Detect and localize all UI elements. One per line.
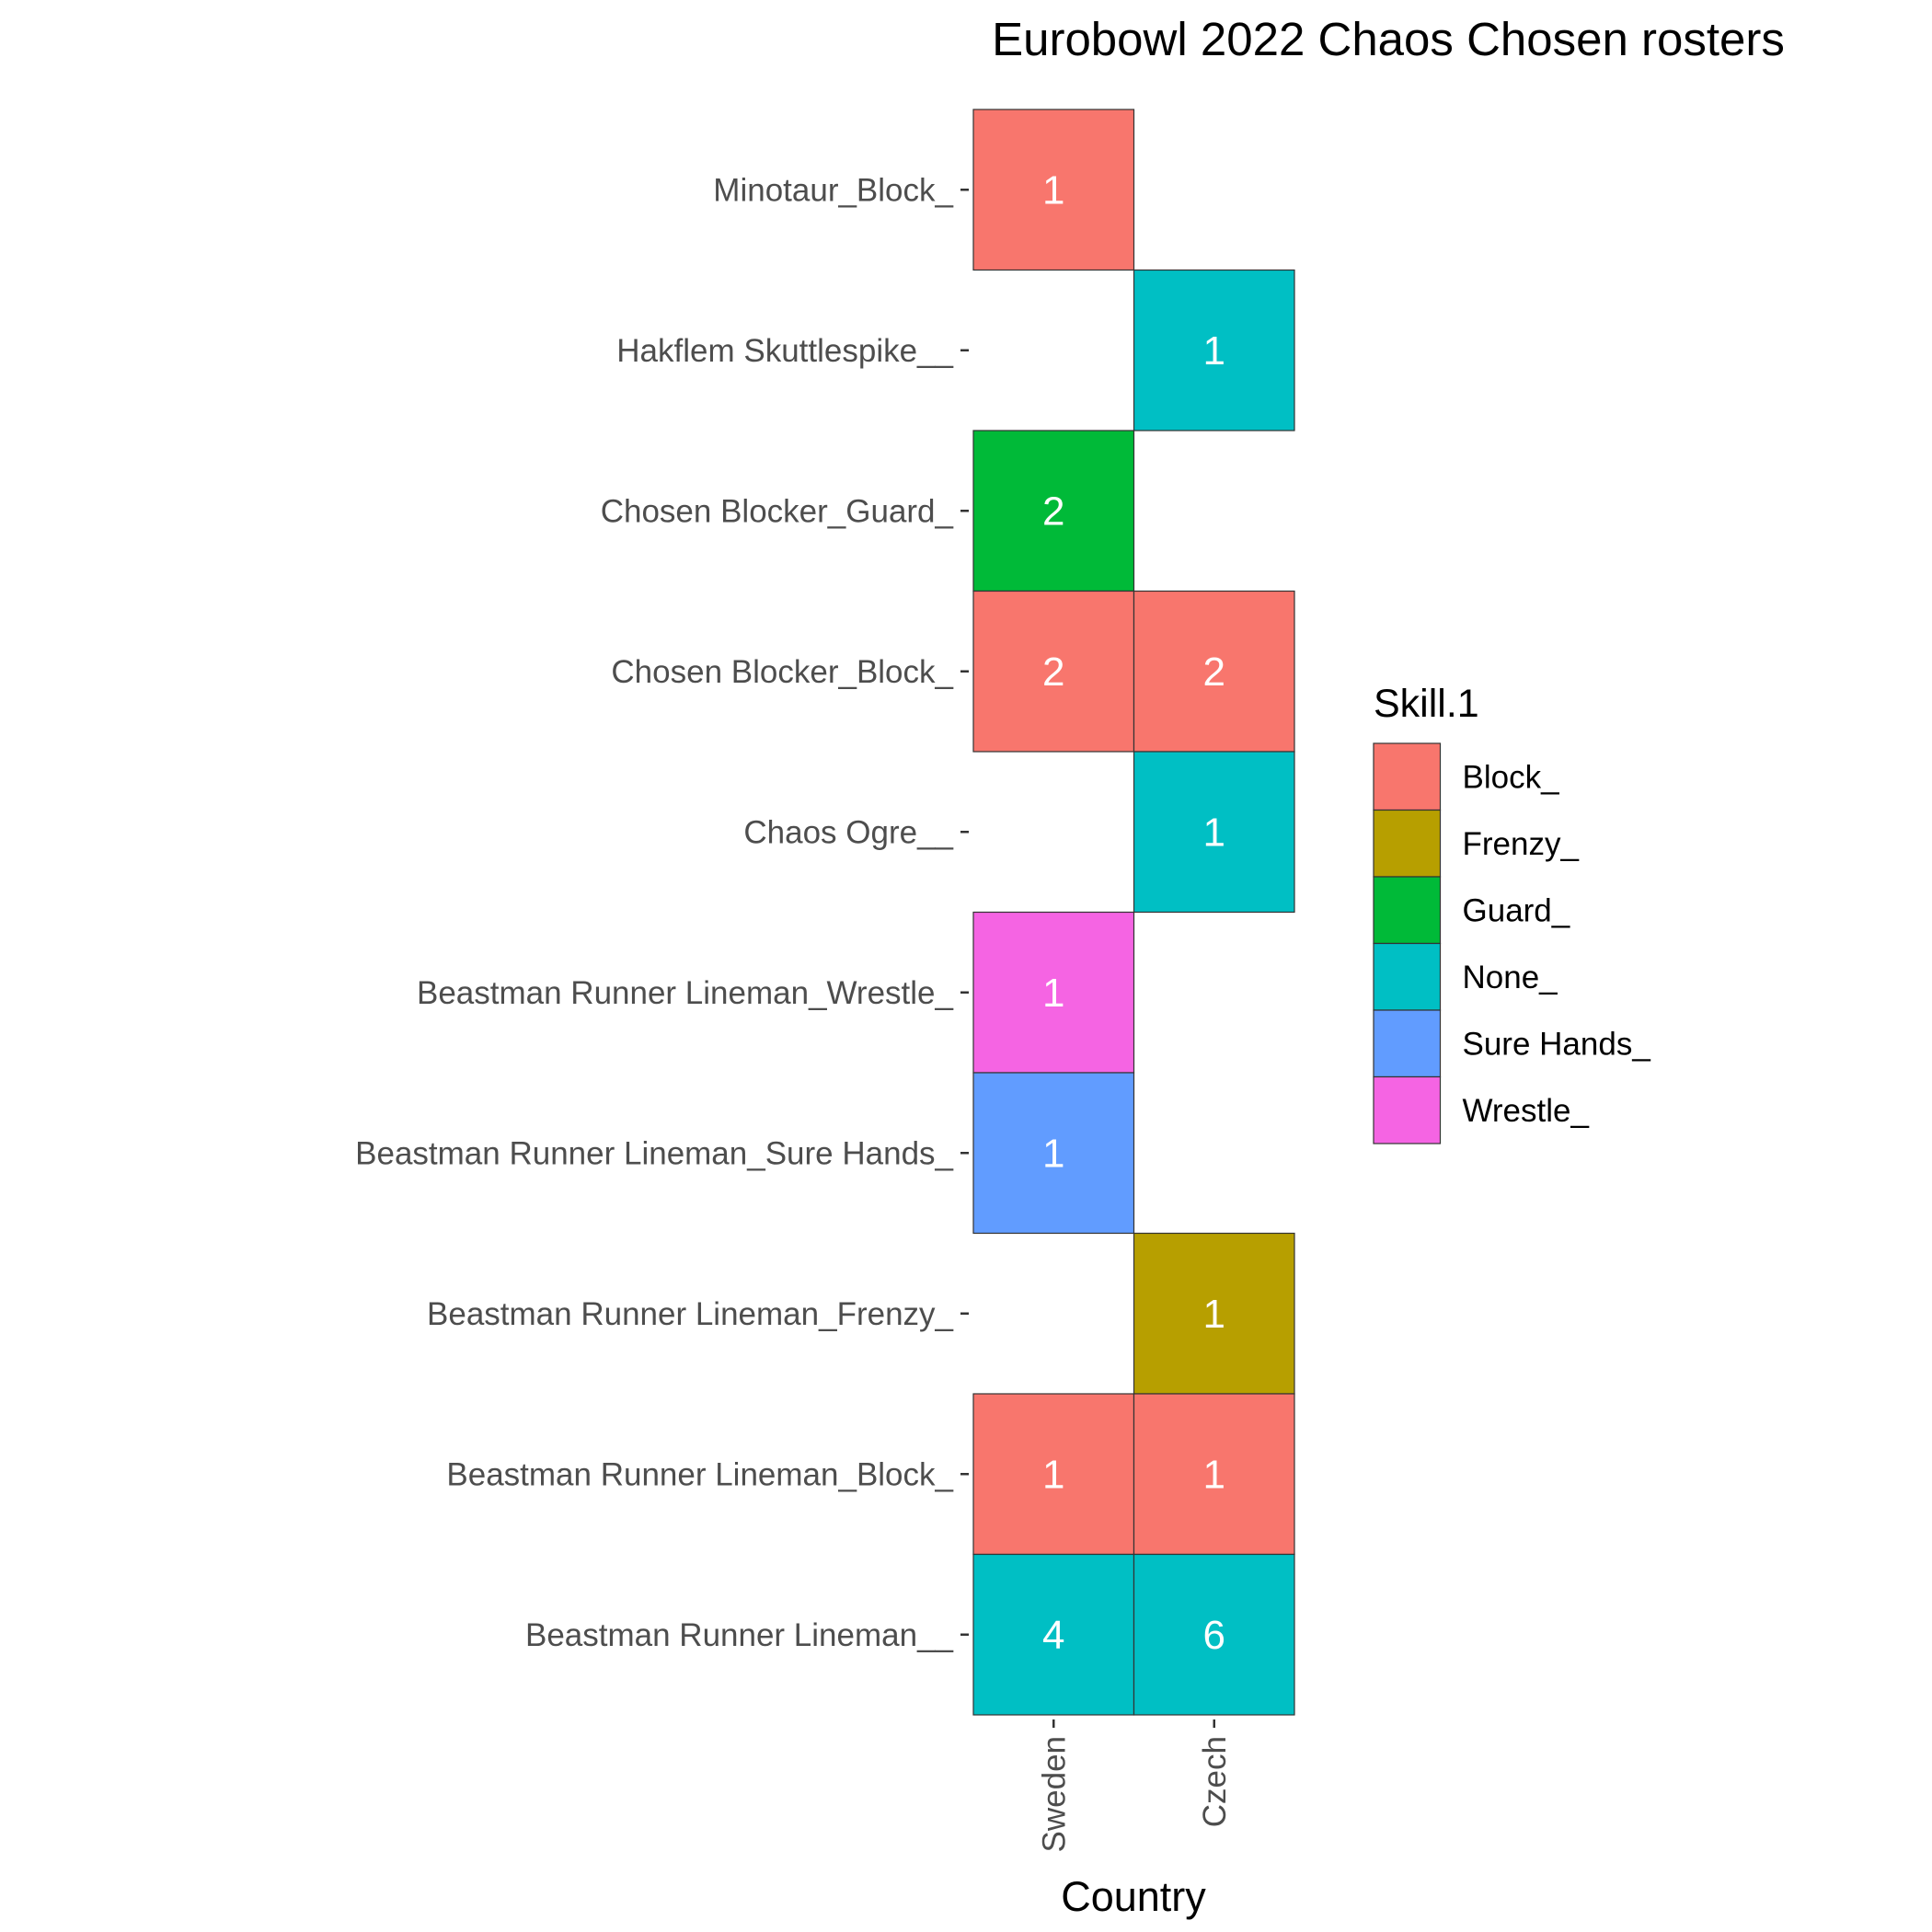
x-axis: Sweden Czech — [1036, 1719, 1233, 1852]
legend-swatch — [1373, 876, 1442, 945]
legend-swatch — [1373, 1075, 1442, 1144]
cell-value-label: 2 — [1042, 489, 1064, 534]
heatmap-cells: 1 1 2 2 2 1 1 1 1 1 1 4 6 — [972, 109, 1295, 1716]
y-axis: Minotaur_Block_ Hakflem Skuttlespike__ Cho… — [355, 172, 969, 1653]
legend-label: None_ — [1463, 960, 1558, 995]
y-tick-label: Chosen Blocker_Block_ — [611, 654, 953, 690]
heatmap-cell-sweden-chosen-blocker-block — [972, 590, 1135, 753]
heatmap-cell-sweden-beastman-runner-lineman — [972, 1553, 1135, 1716]
cell-value-label: 1 — [1203, 810, 1225, 855]
x-tick-label: Czech — [1197, 1736, 1233, 1827]
heatmap-cell-sweden-minotaur-block — [972, 109, 1135, 271]
y-tick-label: Beastman Runner Lineman_Sure Hands_ — [355, 1135, 953, 1171]
cell-value-label: 1 — [1203, 328, 1225, 374]
cell-value-label: 1 — [1042, 1131, 1064, 1176]
legend-title: Skill.1 — [1374, 682, 1479, 726]
legend-label: Wrestle_ — [1463, 1093, 1590, 1129]
y-tick-label: Chaos Ogre__ — [743, 814, 953, 850]
heatmap-cell-sweden-beastman-runner-lineman-wrestle — [972, 911, 1135, 1074]
legend-swatch — [1373, 1009, 1442, 1078]
heatmap-cell-czech-chosen-blocker-block — [1133, 590, 1295, 753]
y-tick-label: Beastman Runner Lineman__ — [525, 1617, 954, 1653]
cell-value-label: 4 — [1042, 1613, 1064, 1658]
legend-label: Sure Hands_ — [1463, 1026, 1651, 1062]
legend-swatch — [1373, 742, 1442, 811]
y-tick-label: Minotaur_Block_ — [713, 172, 953, 208]
x-axis-title: Country — [1061, 1873, 1206, 1920]
cell-value-label: 2 — [1203, 650, 1225, 695]
cell-value-label: 1 — [1042, 167, 1064, 213]
cell-value-label: 6 — [1203, 1613, 1225, 1658]
heatmap-cell-sweden-chosen-blocker-guard — [972, 430, 1135, 592]
y-tick-label: Chosen Blocker_Guard_ — [601, 493, 954, 529]
y-tick-label: Beastman Runner Lineman_Frenzy_ — [427, 1296, 954, 1332]
cell-value-label: 1 — [1203, 1452, 1225, 1497]
cell-value-label: 1 — [1203, 1292, 1225, 1337]
heatmap-cell-czech-beastman-runner-lineman-block — [1133, 1393, 1295, 1556]
legend: Skill.1 Block_ Frenzy_ Guard_ None_ Sure Han… — [1373, 682, 1651, 1144]
heatmap-cell-czech-beastman-runner-lineman — [1133, 1553, 1295, 1716]
heatmap-cell-sweden-beastman-runner-lineman-block — [972, 1393, 1135, 1556]
y-tick-label: Hakflem Skuttlespike__ — [616, 333, 953, 369]
heatmap-cell-czech-hakflem-skuttlespike — [1133, 269, 1295, 431]
legend-swatch — [1373, 942, 1442, 1011]
y-tick-label: Beastman Runner Lineman_Block_ — [446, 1456, 953, 1492]
cell-value-label: 1 — [1042, 971, 1064, 1016]
legend-label: Block_ — [1463, 759, 1560, 795]
chart-title: Eurobowl 2022 Chaos Chosen rosters — [992, 13, 1785, 65]
y-tick-label: Beastman Runner Lineman_Wrestle_ — [417, 975, 954, 1011]
legend-swatch — [1373, 809, 1442, 878]
legend-label: Frenzy_ — [1463, 826, 1580, 862]
cell-value-label: 2 — [1042, 650, 1064, 695]
x-tick-label: Sweden — [1036, 1736, 1072, 1852]
legend-label: Guard_ — [1463, 892, 1570, 928]
cell-value-label: 1 — [1042, 1452, 1064, 1497]
heatmap-cell-czech-chaos-ogre — [1133, 751, 1295, 914]
heatmap-cell-sweden-beastman-runner-lineman-sure-hands — [972, 1072, 1135, 1235]
